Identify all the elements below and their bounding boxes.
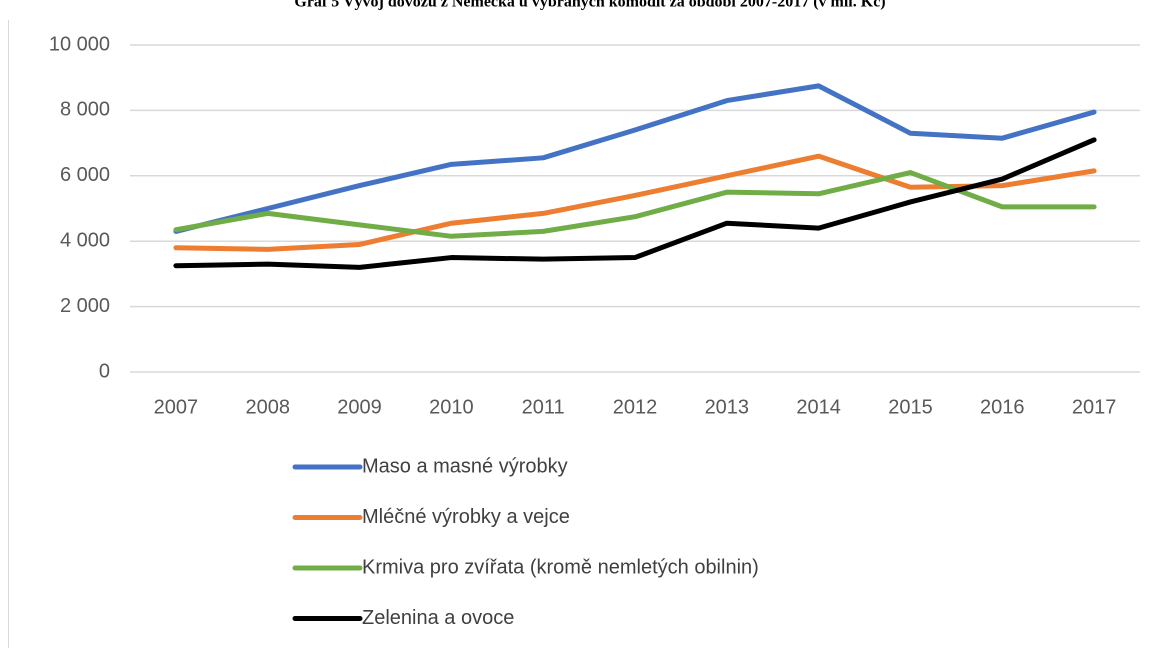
series-line xyxy=(173,170,1097,239)
series-line xyxy=(173,153,1097,252)
x-tick-label: 2011 xyxy=(522,396,565,418)
x-tick-label: 2015 xyxy=(888,396,933,418)
legend-label: Maso a masné výrobky xyxy=(362,455,568,477)
y-tick-label: 4 000 xyxy=(60,229,110,251)
legend-label: Krmiva pro zvířata (kromě nemletých obil… xyxy=(362,556,759,578)
chart-title: Graf 5 Vývoj dovozu z Německa u vybranýc… xyxy=(294,0,885,11)
x-tick-label: 2007 xyxy=(154,396,199,418)
x-tick-label: 2014 xyxy=(796,396,841,418)
x-tick-label: 2010 xyxy=(429,396,474,418)
y-tick-label: 2 000 xyxy=(60,295,110,317)
y-tick-label: 10 000 xyxy=(49,33,110,55)
y-tick-label: 6 000 xyxy=(60,164,110,186)
series-line xyxy=(173,137,1097,270)
x-tick-label: 2017 xyxy=(1072,396,1117,418)
x-tick-label: 2012 xyxy=(613,396,658,418)
y-tick-label: 0 xyxy=(99,360,110,382)
x-tick-label: 2008 xyxy=(245,396,290,418)
x-tick-label: 2009 xyxy=(337,396,382,418)
x-tick-label: 2016 xyxy=(980,396,1025,418)
legend-label: Zelenina a ovoce xyxy=(362,607,514,629)
series-line xyxy=(173,83,1097,234)
x-tick-label: 2013 xyxy=(705,396,750,418)
y-tick-label: 8 000 xyxy=(60,99,110,121)
legend-label: Mléčné výrobky a vejce xyxy=(362,506,570,528)
